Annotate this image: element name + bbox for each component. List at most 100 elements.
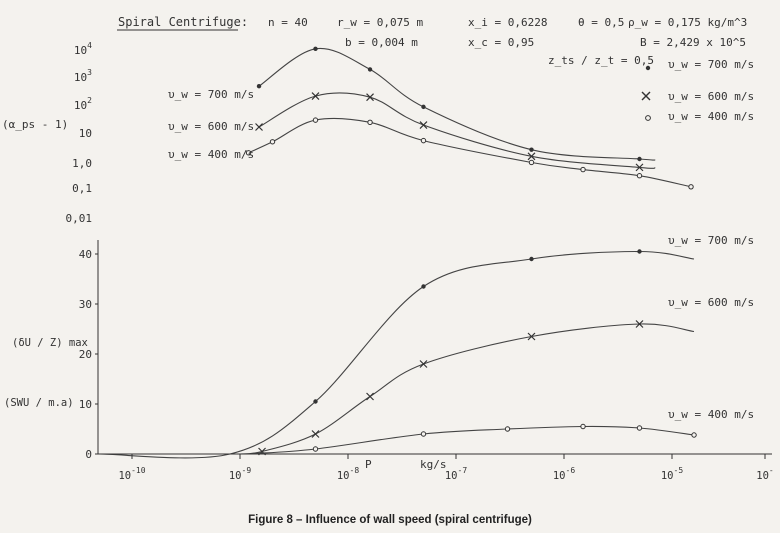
upper-y-tick-label: 0,1 xyxy=(72,182,92,195)
data-point xyxy=(312,446,319,452)
data-point xyxy=(636,173,643,179)
legend-marker-cross xyxy=(641,91,651,101)
series-line xyxy=(248,117,692,188)
figure-caption: Figure 8 – Influence of wall speed (spir… xyxy=(248,514,532,526)
series-label: υ_w = 400 m/s xyxy=(668,408,754,421)
data-point xyxy=(637,156,642,162)
legend-marker-dot xyxy=(645,65,651,71)
x-tick-label: 10-5 xyxy=(661,466,683,482)
data-point xyxy=(421,104,426,110)
legend-label-400: υ_w = 400 m/s xyxy=(668,110,754,123)
x-tick-label: 10-6 xyxy=(553,466,575,482)
data-point xyxy=(529,256,534,262)
lower-y-tick-labels: 0 10 20 30 40 xyxy=(79,248,92,461)
data-point xyxy=(366,392,374,401)
data-point xyxy=(419,121,428,129)
data-point xyxy=(528,159,535,166)
param-xi: x_i = 0,6228 xyxy=(468,16,547,29)
data-point xyxy=(269,139,276,145)
data-point xyxy=(367,67,373,72)
data-point xyxy=(256,83,262,89)
x-tick-label: 10-10 xyxy=(118,466,145,482)
data-point xyxy=(313,46,318,52)
upper-y-tick-label: 103 xyxy=(74,68,92,84)
data-point xyxy=(635,320,644,328)
x-axis: 10-10 10-9 10-8 10-7 10-6 10-5 10- P kg/s xyxy=(98,453,774,482)
param-b: b = 0,004 m xyxy=(345,36,418,49)
lower-y-tick-label: 0 xyxy=(85,448,92,461)
param-rw: r_w = 0,075 m xyxy=(337,16,423,29)
upper-panel: (α_ps - 1) 104 103 102 10 1,0 0,1 0,01 υ_w = 7… xyxy=(2,41,694,225)
data-point xyxy=(527,152,536,161)
lower-y-tick-label: 20 xyxy=(79,348,92,361)
x-tick-label: 10-7 xyxy=(445,466,467,482)
data-point xyxy=(637,249,642,254)
upper-y-axis-label: (α_ps - 1) xyxy=(2,118,68,131)
data-point xyxy=(421,284,426,289)
data-point xyxy=(255,123,263,131)
data-point xyxy=(504,426,511,432)
upper-y-tick-labels: 104 103 102 10 1,0 0,1 0,01 xyxy=(66,41,93,225)
header-params: n = 40 r_w = 0,075 m b = 0,004 m x_i = 0… xyxy=(268,16,747,67)
series-label: υ_w = 600 m/s xyxy=(168,120,254,133)
series-υ_w = 600 m/s: υ_w = 600 m/s xyxy=(168,92,656,172)
upper-y-tick-label: 0,01 xyxy=(66,212,93,225)
x-tick-label: 10-9 xyxy=(229,466,251,482)
lower-panel: (δU / Z) max (SWU / m.a) 0 10 20 30 40 υ_w =… xyxy=(4,234,754,461)
series-label: υ_w = 400 m/s xyxy=(168,148,254,161)
series-υ_w = 400 m/s: υ_w = 400 m/s xyxy=(168,117,694,190)
lower-series-group: υ_w = 700 m/s υ_w = 600 m/s υ_w = 400 m/s xyxy=(99,234,754,459)
param-n: n = 40 xyxy=(268,16,308,29)
data-point xyxy=(312,117,319,123)
data-point xyxy=(580,423,586,430)
upper-y-tick-label: 102 xyxy=(74,96,92,112)
legend-marker-circle xyxy=(645,115,651,121)
series-line xyxy=(239,323,695,455)
legend-label-700: υ_w = 700 m/s xyxy=(668,58,754,71)
data-point xyxy=(580,166,586,173)
upper-y-tick-label: 1,0 xyxy=(72,157,92,170)
series-υ_w = 600 m/s: υ_w = 600 m/s xyxy=(239,296,754,456)
data-point xyxy=(527,332,536,341)
lower-y-tick-label: 10 xyxy=(79,398,92,411)
data-point xyxy=(366,93,374,102)
param-B: B = 2,429 x 10^5 xyxy=(640,36,746,49)
data-point xyxy=(688,184,694,190)
series-υ_w = 400 m/s: υ_w = 400 m/s xyxy=(254,408,754,455)
x-tick-label: 10- xyxy=(756,466,773,482)
series-label: υ_w = 700 m/s xyxy=(168,88,254,101)
legend: υ_w = 700 m/s υ_w = 600 m/s υ_w = 400 m/… xyxy=(641,58,754,123)
series-label: υ_w = 600 m/s xyxy=(668,296,754,309)
data-point xyxy=(636,425,643,431)
x-tick-label: 10-8 xyxy=(337,466,359,482)
data-point xyxy=(691,432,697,438)
data-point xyxy=(311,92,320,101)
series-label: υ_w = 700 m/s xyxy=(668,234,754,247)
data-point xyxy=(529,147,534,152)
lower-y-axis-label-2: (SWU / m.a) xyxy=(4,397,74,409)
param-rho: ρ_w = 0,175 kg/m^3 xyxy=(628,16,747,29)
lower-y-tick-label: 30 xyxy=(79,298,92,311)
data-point xyxy=(311,430,320,438)
data-point xyxy=(245,150,252,156)
data-point xyxy=(419,360,428,368)
data-point xyxy=(635,163,644,172)
data-point xyxy=(420,431,427,437)
upper-series-group: υ_w = 700 m/s υ_w = 600 m/s υ_w = 400 m/s xyxy=(168,46,694,190)
x-axis-label: P xyxy=(365,458,372,471)
data-point xyxy=(313,399,318,404)
x-axis-unit: kg/s xyxy=(420,458,447,471)
upper-y-tick-label: 104 xyxy=(74,41,92,57)
lower-y-tick-label: 40 xyxy=(79,248,92,261)
data-point xyxy=(420,137,427,144)
chart-header-title: Spiral Centrifuge: xyxy=(118,15,248,29)
param-theta: θ = 0,5 xyxy=(578,16,624,29)
series-υ_w = 700 m/s: υ_w = 700 m/s xyxy=(99,234,754,459)
data-point xyxy=(367,119,373,126)
param-xc: x_c = 0,95 xyxy=(468,36,534,49)
upper-y-tick-label: 10 xyxy=(79,127,92,140)
header: Spiral Centrifuge: n = 40 r_w = 0,075 m … xyxy=(117,15,747,67)
legend-label-600: υ_w = 600 m/s xyxy=(668,90,754,103)
param-zts-zt: z_ts / z_t = 0,5 xyxy=(548,54,654,67)
